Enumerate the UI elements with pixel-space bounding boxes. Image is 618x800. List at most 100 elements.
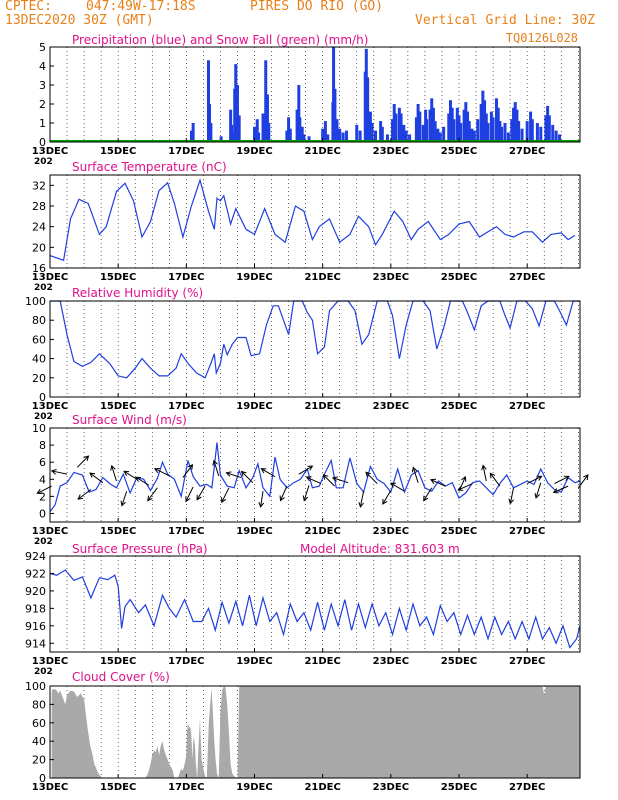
precip-bar [547, 115, 551, 142]
pressure-xtick-label: 25DEC [441, 656, 477, 667]
wind-xtick-label: 17DEC [168, 526, 204, 537]
temp-xtick-label: 21DEC [304, 272, 340, 283]
precip-bar [219, 136, 223, 142]
precip-bar [209, 123, 213, 142]
wind-arrowhead [77, 494, 84, 500]
precip-bar [338, 128, 342, 142]
precip-bar [503, 123, 507, 142]
wind-arrowhead [382, 498, 388, 505]
header-grid-note: Vertical Grid Line: 30Z [415, 13, 596, 28]
rh-xtick-label: 21DEC [304, 401, 340, 412]
wind-arrow [185, 486, 194, 502]
precip-bar [448, 100, 452, 142]
precip-bar [345, 130, 349, 142]
precip-bar [302, 134, 306, 142]
cloud-ytick-label: 80 [32, 698, 46, 711]
pressure-series-line [49, 569, 581, 649]
wind-arrowhead [240, 470, 247, 477]
precip-xtick-label: 25DEC [441, 146, 477, 157]
precip-bar [466, 111, 470, 142]
precip-bar [414, 117, 418, 142]
rh-title: Relative Humidity (%) [72, 286, 203, 300]
wind-arrow [535, 482, 542, 499]
wind-arrowhead [135, 476, 142, 482]
precip-bar [515, 109, 519, 142]
cloud-xtick-label: 17DEC [168, 782, 204, 793]
wind-arrowhead [258, 502, 265, 508]
precip-bar [459, 123, 463, 142]
temp-xtick-label: 25DEC [441, 272, 477, 283]
wind-arrowhead [185, 496, 191, 503]
precip-bar [457, 115, 461, 142]
wind-arrowhead [120, 500, 126, 507]
wind-arrow [89, 472, 104, 484]
precip-bar [476, 119, 480, 142]
precip-bar [481, 90, 485, 142]
wind-arrow [76, 455, 89, 468]
wind-xtick-label: 23DEC [373, 526, 409, 537]
precip-bar [295, 109, 299, 142]
cloud-xtick-label: 19DEC [236, 782, 272, 793]
temp-xtick-label: 23DEC [373, 272, 409, 283]
rh-ytick-label: 0 [39, 391, 46, 404]
precip-bar [483, 100, 487, 142]
precip-bar [554, 130, 558, 142]
pressure-ytick-label: 916 [25, 620, 46, 633]
cloud-ytick-label: 100 [25, 680, 46, 693]
pressure-ytick-label: 924 [25, 550, 46, 563]
precip-bar [418, 111, 422, 142]
wind-arrowhead [147, 495, 153, 502]
precip-bar [452, 119, 456, 142]
precip-bar [341, 132, 345, 142]
wind-arrow [482, 465, 487, 482]
precip-bar [498, 121, 502, 142]
precip-bar [333, 88, 337, 142]
temp-xtick-label: 17DEC [168, 272, 204, 283]
precip-bar [500, 126, 504, 142]
wind-arrowhead [489, 472, 496, 479]
wind-arrowhead [358, 501, 364, 508]
wind-arrow [365, 471, 378, 484]
wind-arrowhead [221, 497, 227, 504]
header-source: CPTEC: [5, 0, 52, 14]
precip-ytick-label: 2 [39, 98, 46, 111]
precip-bar [484, 113, 488, 142]
wind-arrowhead [461, 475, 467, 482]
rh-frame [49, 300, 581, 398]
cloud-xtick-label: 25DEC [441, 782, 477, 793]
precip-bar [517, 121, 521, 142]
wind-arrow [111, 465, 117, 482]
pressure-ytick-label: 920 [25, 585, 46, 598]
precip-bar [285, 130, 289, 142]
precip-bar [438, 132, 442, 142]
precip-xtick-label: 19DEC [236, 146, 272, 157]
pressure-xtick-label: 23DEC [373, 656, 409, 667]
wind-arrow [412, 467, 419, 483]
precip-bar [416, 104, 420, 142]
header-run: 13DEC2020 30Z (GMT) [5, 13, 154, 28]
precip-ytick-label: 3 [39, 79, 46, 92]
precip-bar [191, 123, 195, 142]
wind-arrowhead [305, 476, 312, 482]
precip-bar [404, 130, 408, 142]
wind-series-line [49, 442, 581, 513]
cloud-area [51, 686, 580, 778]
wind-arrow [509, 487, 515, 504]
wind-arrow [260, 491, 264, 507]
wind-arrowhead [187, 463, 194, 470]
rh-ytick-label: 20 [32, 372, 46, 385]
wind-arrowhead [36, 488, 43, 494]
precip-xtick-label: 21DEC [304, 146, 340, 157]
precip-ytick-label: 5 [39, 41, 46, 54]
rh-panel: Relative Humidity (%) 0 20 40 60 80 100 13DEC 15… [25, 286, 581, 422]
wind-arrowhead [534, 492, 540, 499]
precip-bar [467, 121, 471, 142]
temp-frame [49, 174, 581, 269]
precip-bar [529, 111, 533, 142]
precip-year-label: 202 [34, 157, 53, 167]
wind-arrowhead [302, 495, 309, 502]
wind-arrow [196, 485, 206, 500]
precip-bar [255, 119, 259, 142]
wind-xtick-label: 19DEC [236, 526, 272, 537]
wind-arrowhead [83, 455, 90, 462]
